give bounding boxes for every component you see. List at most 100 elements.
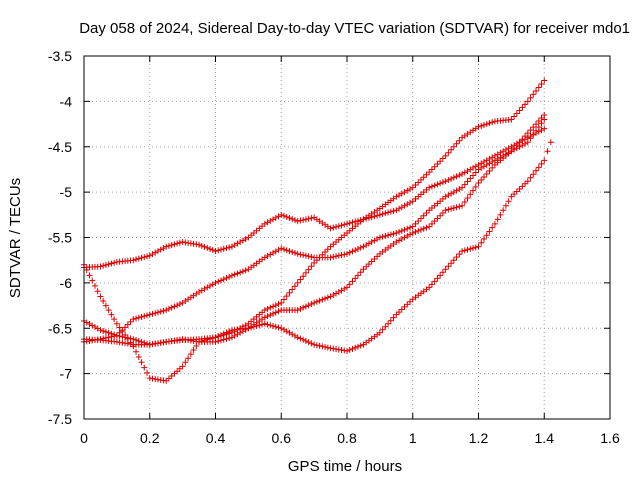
data-point xyxy=(289,249,296,256)
data-point xyxy=(135,255,142,262)
data-point xyxy=(275,324,282,331)
data-point xyxy=(163,307,170,314)
data-point xyxy=(450,205,457,212)
data-point xyxy=(119,328,126,335)
data-point xyxy=(483,121,490,128)
data-point xyxy=(368,258,375,265)
data-point xyxy=(467,166,474,173)
data-point xyxy=(428,220,435,227)
data-point xyxy=(500,207,507,214)
data-point xyxy=(519,104,526,111)
data-point xyxy=(533,167,540,174)
data-point xyxy=(228,272,235,279)
data-point xyxy=(302,269,309,276)
data-point xyxy=(344,220,350,227)
data-point xyxy=(480,236,487,243)
data-point xyxy=(270,249,277,256)
data-point xyxy=(527,94,534,101)
data-point xyxy=(86,321,93,328)
data-point xyxy=(431,218,438,225)
data-point xyxy=(237,239,244,246)
data-point xyxy=(294,334,301,341)
data-point xyxy=(431,182,438,189)
data-point xyxy=(111,331,118,338)
data-point xyxy=(349,219,356,226)
data-point xyxy=(453,173,460,180)
data-point xyxy=(541,125,548,132)
data-point xyxy=(275,308,282,315)
data-point xyxy=(360,216,367,223)
data-point xyxy=(467,191,474,198)
data-point xyxy=(407,224,414,231)
data-point xyxy=(215,333,222,340)
data-point xyxy=(286,329,293,336)
data-point xyxy=(305,339,312,346)
data-point xyxy=(445,192,452,199)
data-point xyxy=(497,149,504,156)
data-point xyxy=(209,247,216,254)
data-point xyxy=(154,248,161,255)
data-point xyxy=(300,216,307,223)
data-point xyxy=(415,179,422,186)
data-point xyxy=(146,252,153,259)
data-point xyxy=(111,316,118,323)
data-point xyxy=(297,305,304,312)
data-point xyxy=(420,225,427,232)
data-point xyxy=(519,183,526,190)
data-point xyxy=(511,191,518,198)
data-point xyxy=(286,214,293,221)
data-point xyxy=(283,293,290,300)
data-point xyxy=(357,244,364,251)
data-point xyxy=(461,169,468,176)
data-point xyxy=(453,187,460,194)
data-point xyxy=(335,288,342,295)
data-point xyxy=(516,107,523,114)
data-point xyxy=(294,307,301,314)
data-point xyxy=(538,160,545,167)
y-tick-label: -4 xyxy=(60,93,73,109)
data-point xyxy=(535,164,542,171)
data-point xyxy=(322,344,329,351)
data-point xyxy=(404,232,411,239)
data-point xyxy=(387,208,394,215)
data-point xyxy=(204,244,211,251)
data-point xyxy=(491,152,498,159)
data-point xyxy=(467,245,474,252)
data-point xyxy=(431,163,438,170)
data-point xyxy=(297,276,304,283)
data-point xyxy=(335,223,342,230)
data-point xyxy=(486,167,493,174)
data-point xyxy=(261,320,268,327)
data-point xyxy=(535,128,542,135)
data-point xyxy=(519,137,526,144)
data-point xyxy=(379,233,386,240)
x-tick-label: 0 xyxy=(80,430,88,446)
data-point xyxy=(261,314,268,321)
data-point xyxy=(338,252,345,259)
data-point xyxy=(428,166,435,173)
data-point xyxy=(456,203,463,210)
data-point xyxy=(486,228,493,235)
data-point xyxy=(360,243,367,250)
data-point xyxy=(508,143,515,150)
data-point xyxy=(272,248,279,255)
data-point xyxy=(415,218,422,225)
data-point xyxy=(220,245,227,252)
data-point xyxy=(352,344,359,351)
data-point xyxy=(382,323,389,330)
data-point xyxy=(302,303,309,310)
data-point xyxy=(311,259,318,266)
data-point xyxy=(442,178,449,185)
data-point xyxy=(319,296,326,303)
data-point xyxy=(231,271,238,278)
x-axis-ticks: 0 0.2 0.4 0.6 0.8 1 1.2 1.4 1.6 xyxy=(80,56,620,446)
data-point xyxy=(308,340,315,347)
data-point xyxy=(398,227,405,234)
data-point xyxy=(83,267,90,274)
data-point xyxy=(141,254,148,261)
data-point xyxy=(272,323,279,330)
series-sat-a xyxy=(81,77,548,271)
data-point xyxy=(174,240,181,247)
data-point xyxy=(426,284,433,291)
